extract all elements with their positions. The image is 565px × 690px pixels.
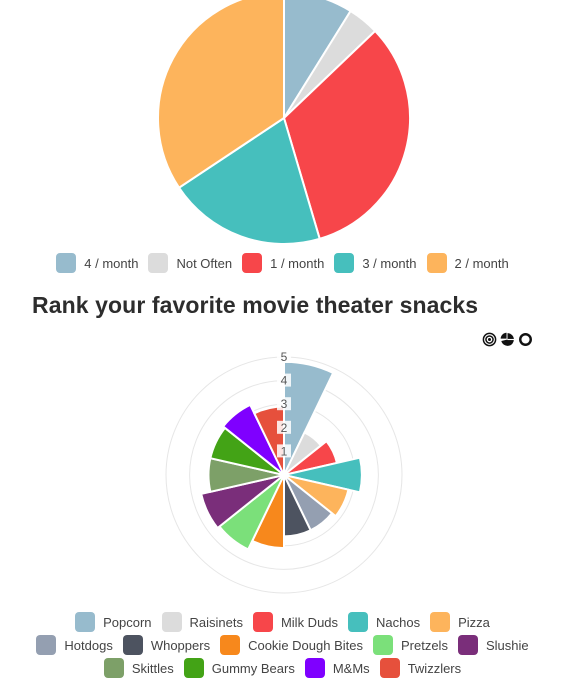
legend-swatch [430, 612, 451, 632]
snacks-polar-chart: 1 2 3 4 5 [165, 350, 403, 594]
legend-swatch [36, 635, 57, 655]
legend-item-skittles: Skittles [103, 658, 174, 678]
legend-item-m-ms: M&Ms [304, 658, 370, 678]
legend-label: 1 / month [270, 255, 325, 271]
legend-swatch [348, 612, 369, 632]
legend-item-cookie-dough-bites: Cookie Dough Bites [220, 635, 363, 655]
legend-swatch [242, 253, 263, 273]
legend-item-pretzels: Pretzels [372, 635, 448, 655]
legend-label: Gummy Bears [211, 660, 295, 676]
legend-swatch [334, 253, 355, 273]
legend-swatch [122, 635, 143, 655]
legend-label: 3 / month [362, 255, 417, 271]
polar-segment-m-ms[interactable] [221, 403, 285, 476]
legend-label: Popcorn [103, 614, 152, 630]
pie-slice-3-month[interactable] [177, 116, 321, 245]
legend-label: 2 / month [454, 255, 509, 271]
tick-label: 3 [281, 397, 288, 411]
tick-label: 1 [281, 444, 288, 458]
legend-swatch [161, 612, 182, 632]
legend-label: Pizza [458, 614, 490, 630]
tick-backdrop [277, 373, 291, 387]
tick-label: 4 [281, 374, 288, 388]
legend-label: 4 / month [84, 255, 139, 271]
legend-label: Raisinets [189, 614, 243, 630]
tick-label: 2 [281, 421, 288, 435]
legend-item-slushie: Slushie [457, 635, 529, 655]
tick-backdrop [277, 420, 291, 434]
legend-swatch [372, 635, 393, 655]
legend-label: Nachos [376, 614, 421, 630]
legend-label: Pretzels [400, 637, 448, 653]
tick-label: 5 [281, 350, 288, 364]
frequency-legend: 4 / month Not Often 1 / month 3 / month 2 / … [0, 253, 565, 273]
legend-item-4-month: 4 / month [56, 253, 138, 273]
legend-label: Milk Duds [280, 614, 339, 630]
legend-label: Not Often [176, 255, 233, 271]
legend-swatch [426, 253, 447, 273]
pie-icon [500, 332, 515, 346]
legend-label: Whoppers [150, 637, 211, 653]
polar-segment-slushie[interactable] [199, 474, 285, 530]
pie-chart-button[interactable] [500, 332, 515, 347]
legend-swatch [148, 253, 169, 273]
legend-label: Skittles [131, 660, 174, 676]
legend-label: Twizzlers [407, 660, 462, 676]
legend-item-not-often: Not Often [148, 253, 232, 273]
pie-slice-2-month[interactable] [157, 0, 285, 190]
target-icon [482, 332, 497, 347]
frequency-pie-chart [157, 0, 411, 245]
doughnut-chart-button[interactable] [518, 332, 533, 347]
legend-item-whoppers: Whoppers [122, 635, 211, 655]
legend-swatch [457, 635, 478, 655]
legend-label: Hotdogs [64, 637, 113, 653]
legend-label: Slushie [485, 637, 529, 653]
frequency-chart [0, 0, 565, 250]
tick-backdrop [277, 350, 291, 363]
tick-backdrop [277, 397, 291, 411]
legend-item-3-month: 3 / month [334, 253, 417, 273]
snacks-legend-row-3: Skittles Gummy Bears M&Ms Twizzlers [0, 658, 565, 678]
legend-item-2-month: 2 / month [426, 253, 509, 273]
legend-swatch [183, 658, 204, 678]
tick-backdrop [277, 444, 291, 458]
legend-item-pizza: Pizza [430, 612, 490, 632]
legend-swatch [56, 253, 77, 273]
legend-item-popcorn: Popcorn [75, 612, 152, 632]
snacks-legend-row-1: Popcorn Raisinets Milk Duds Nachos Pizza [0, 612, 565, 632]
legend-item-nachos: Nachos [348, 612, 420, 632]
legend-item-hotdogs: Hotdogs [36, 635, 113, 655]
legend-swatch [220, 635, 241, 655]
legend-item-twizzlers: Twizzlers [379, 658, 462, 678]
legend-item-raisinets: Raisinets [161, 612, 243, 632]
legend-swatch [304, 658, 325, 678]
chart-type-controls [482, 332, 533, 347]
polar-segment-nachos[interactable] [283, 456, 363, 494]
polar-area-chart-button[interactable] [482, 332, 497, 347]
pie-slice-1-month[interactable] [282, 29, 411, 241]
chart-title: Rank your favorite movie theater snacks [32, 292, 479, 318]
legend-label: M&Ms [332, 660, 370, 676]
legend-item-1-month: 1 / month [242, 253, 324, 273]
legend-label: Cookie Dough Bites [248, 637, 363, 653]
legend-swatch [379, 658, 400, 678]
legend-item-gummy-bears: Gummy Bears [183, 658, 295, 678]
ring-icon [519, 333, 532, 346]
legend-swatch [103, 658, 124, 678]
legend-swatch [75, 612, 96, 632]
polar-segment-pizza[interactable] [283, 474, 350, 518]
legend-swatch [252, 612, 273, 632]
legend-item-milk-duds: Milk Duds [252, 612, 339, 632]
snacks-legend-row-2: Hotdogs Whoppers Cookie Dough Bites Pretzel… [0, 635, 565, 655]
